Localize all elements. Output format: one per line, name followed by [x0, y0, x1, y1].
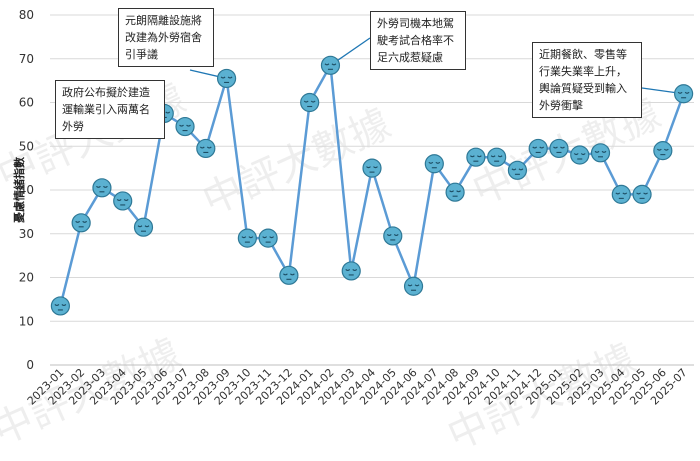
data-point [674, 84, 694, 104]
data-point [653, 141, 673, 161]
y-tick-label: 40 [19, 183, 34, 197]
data-point [237, 228, 257, 248]
data-point [196, 138, 216, 159]
data-point [279, 265, 299, 285]
line-chart: 0 10 20 30 40 50 60 70 80 2023-012023-022023-032… [12, 8, 694, 408]
data-point [424, 154, 444, 174]
annotation-box: 元朗隔離設施將改建為外勞宿舍引爭議 [118, 8, 214, 67]
data-point [507, 160, 528, 180]
data-point [611, 184, 631, 204]
y-axis: 0 10 20 30 40 50 60 70 80 [19, 8, 34, 372]
data-point [549, 138, 569, 159]
data-point [341, 261, 361, 281]
y-tick-label: 70 [19, 52, 34, 66]
data-point [383, 226, 403, 246]
data-point [71, 213, 91, 233]
data-points [50, 55, 694, 316]
y-tick-label: 60 [19, 96, 34, 110]
data-point [362, 158, 382, 178]
y-tick-label: 30 [19, 227, 34, 241]
y-tick-label: 50 [19, 139, 34, 153]
annotation-box: 近期餐飲、零售等行業失業率上升，輿論質疑受到輸入外勞衝擊 [532, 42, 642, 118]
annotation-box: 外勞司機本地駕駛考試合格率不足六成惹疑慮 [370, 11, 466, 70]
data-point [258, 228, 278, 248]
data-point [632, 184, 652, 204]
data-point [300, 92, 320, 113]
data-point [175, 116, 195, 137]
data-point [590, 143, 611, 163]
data-point [216, 68, 237, 89]
y-tick-label: 20 [19, 271, 34, 285]
data-point [445, 182, 465, 202]
y-axis-label: 憂慮情緒指數 [12, 157, 26, 223]
y-tick-label: 10 [19, 314, 34, 328]
data-point [50, 296, 70, 316]
data-point [320, 55, 341, 75]
y-tick-label: 0 [26, 358, 34, 372]
data-point [133, 217, 154, 237]
data-point [487, 147, 507, 167]
chart-container: 中評大數據 中評大數據 中評大數據 中評大數據 中評大數據 0102030405… [0, 8, 694, 459]
annotation-text: 外勞司機本地駕駛考試合格率不足六成惹疑慮 [377, 17, 454, 64]
annotation-text: 政府公布擬於建造運輸業引入兩萬名外勞 [62, 86, 150, 133]
data-point [466, 147, 486, 167]
annotation-box: 政府公布擬於建造運輸業引入兩萬名外勞 [55, 80, 165, 139]
data-point [92, 178, 112, 198]
x-axis: 2023-012023-022023-032023-042023-052023-… [25, 364, 694, 408]
data-point [528, 138, 548, 159]
data-point [113, 191, 133, 211]
annotation-text: 近期餐飲、零售等行業失業率上升，輿論質疑受到輸入外勞衝擊 [539, 48, 627, 112]
y-tick-label: 80 [19, 8, 34, 22]
data-point [403, 276, 424, 296]
annotation-text: 元朗隔離設施將改建為外勞宿舍引爭議 [125, 14, 202, 61]
data-point [570, 145, 590, 165]
